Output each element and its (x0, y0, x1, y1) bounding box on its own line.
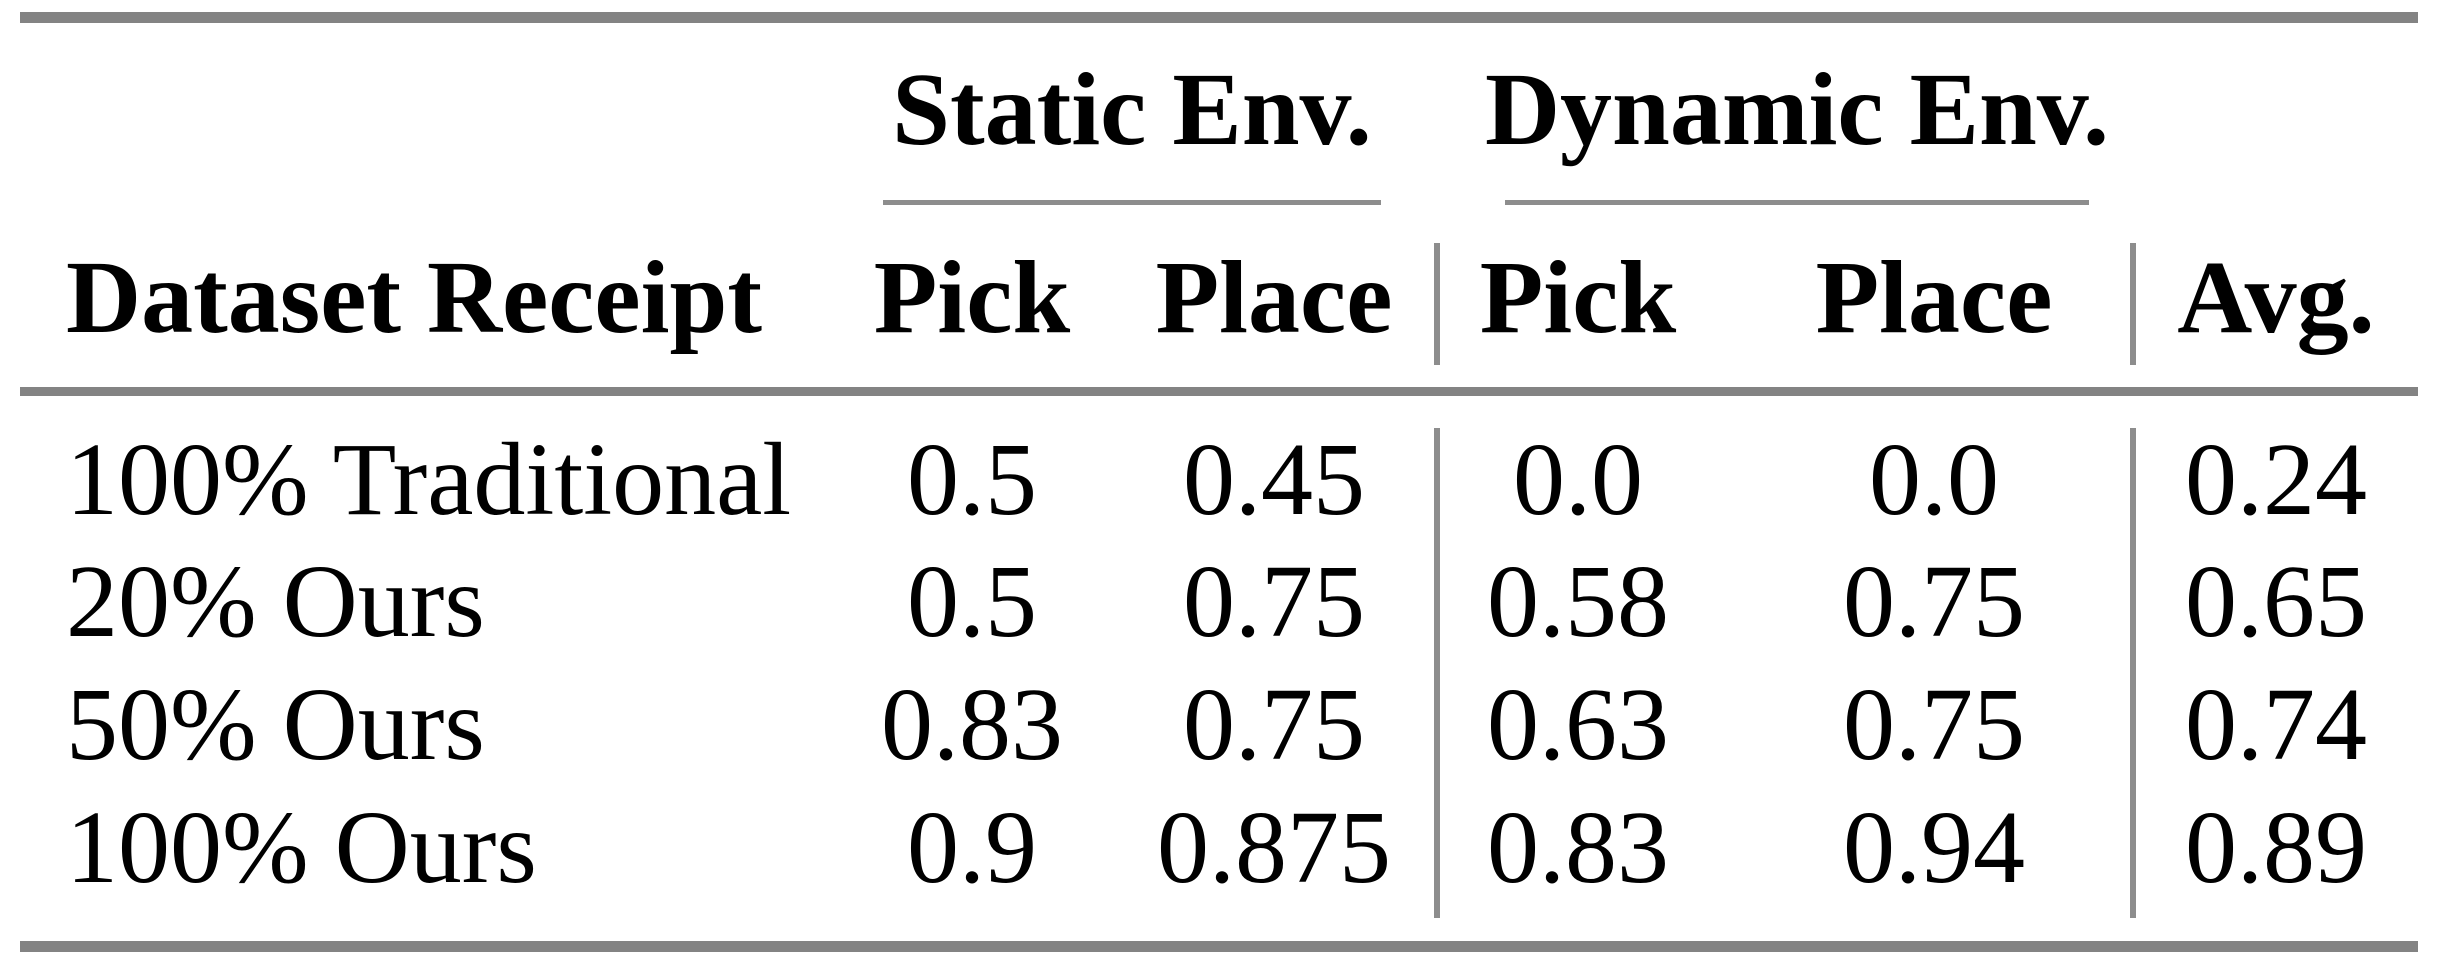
cell-dynamic-place: 0.94 (1843, 790, 2025, 905)
mid-rule (20, 387, 2418, 396)
cell-dynamic-place: 0.75 (1843, 544, 2025, 659)
cell-avg: 0.74 (2185, 667, 2367, 782)
cell-dynamic-place: 0.0 (1869, 422, 1999, 537)
cell-static-pick: 0.83 (881, 667, 1063, 782)
cell-dynamic-place: 0.75 (1843, 667, 2025, 782)
cell-avg: 0.89 (2185, 790, 2367, 905)
row-label: 100% Ours (66, 790, 537, 905)
cell-static-pick: 0.9 (907, 790, 1037, 905)
cell-static-pick: 0.5 (907, 544, 1037, 659)
row-label: 20% Ours (66, 544, 485, 659)
cell-avg: 0.24 (2185, 422, 2367, 537)
cell-dynamic-pick: 0.83 (1487, 790, 1669, 905)
vertical-rule-2-body (2130, 428, 2136, 918)
bottom-rule (20, 941, 2418, 952)
dynamic-group-underline (1505, 200, 2089, 205)
row-label: 100% Traditional (66, 422, 792, 537)
header-dynamic-place: Place (1815, 240, 2053, 355)
column-group-dynamic-label: Dynamic Env. (1484, 52, 2110, 167)
header-dataset-receipt: Dataset Receipt (66, 240, 762, 355)
header-static-place: Place (1155, 240, 1393, 355)
top-rule (20, 12, 2418, 23)
vertical-rule-1-header (1434, 243, 1440, 365)
cell-static-pick: 0.5 (907, 422, 1037, 537)
cell-avg: 0.65 (2185, 544, 2367, 659)
cell-dynamic-pick: 0.0 (1513, 422, 1643, 537)
column-group-static-label: Static Env. (892, 52, 1372, 167)
vertical-rule-2-header (2130, 243, 2136, 365)
header-static-pick: Pick (873, 240, 1071, 355)
cell-static-place: 0.75 (1183, 667, 1365, 782)
header-avg: Avg. (2177, 240, 2375, 355)
header-dynamic-pick: Pick (1479, 240, 1677, 355)
row-label: 50% Ours (66, 667, 485, 782)
cell-dynamic-pick: 0.58 (1487, 544, 1669, 659)
cell-static-place: 0.45 (1183, 422, 1365, 537)
cell-static-place: 0.75 (1183, 544, 1365, 659)
vertical-rule-1-body (1434, 428, 1440, 918)
cell-dynamic-pick: 0.63 (1487, 667, 1669, 782)
cell-static-place: 0.875 (1157, 790, 1391, 905)
static-group-underline (883, 200, 1381, 205)
